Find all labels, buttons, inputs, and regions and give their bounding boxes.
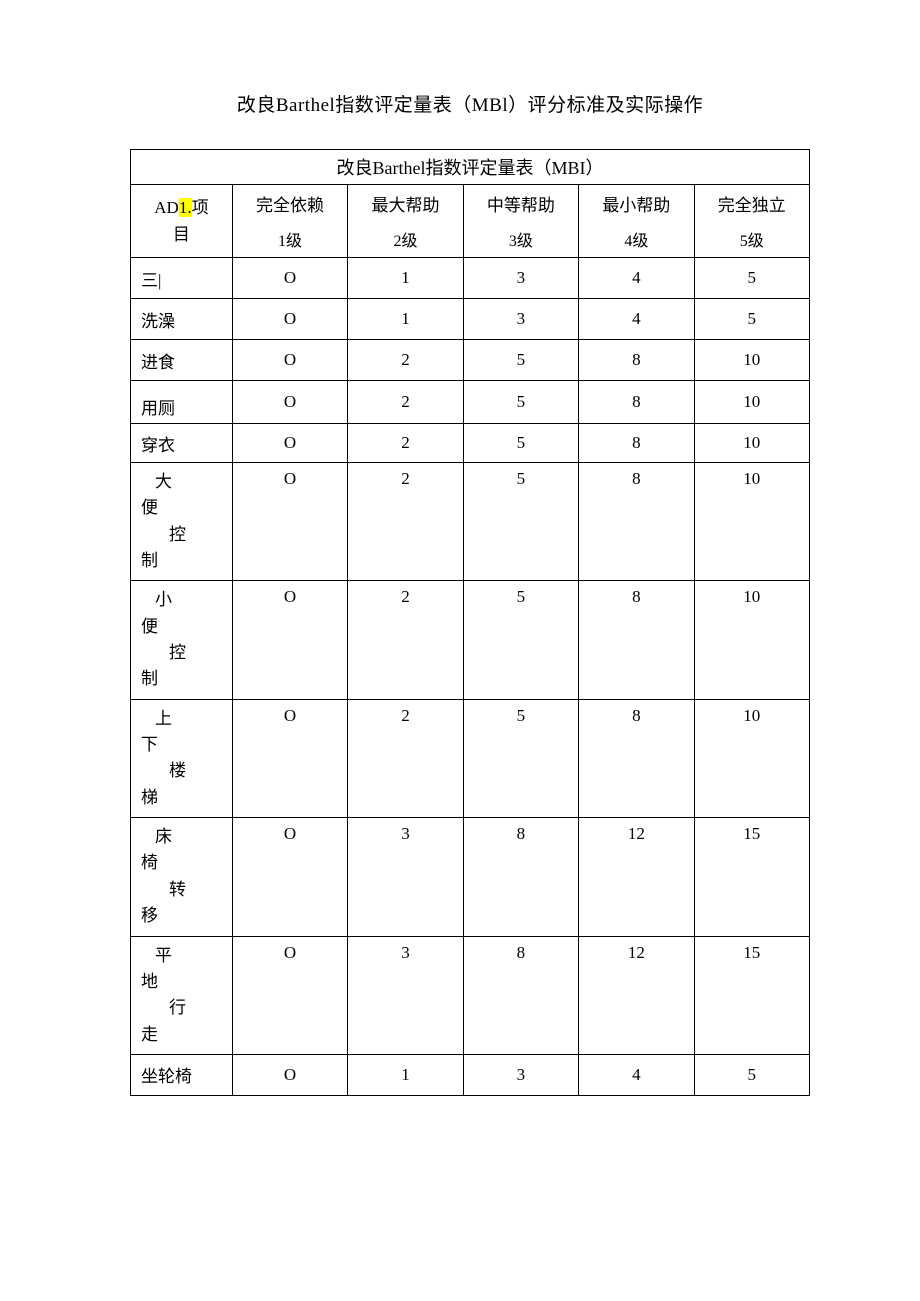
adl-pre: AD — [154, 198, 179, 217]
adl-line2: 目 — [173, 225, 190, 244]
header-bottom: 5级 — [694, 221, 809, 258]
table-cell: 3 — [463, 1054, 578, 1095]
table-cell: 8 — [579, 340, 694, 381]
table-cell: 5 — [463, 581, 578, 699]
header-bottom: 4级 — [579, 221, 694, 258]
table-cell: 5 — [463, 381, 578, 424]
table-cell: O — [232, 424, 347, 463]
table-cell: O — [232, 463, 347, 581]
table-cell: 2 — [348, 699, 463, 817]
table-cell: 2 — [348, 463, 463, 581]
table-cell: O — [232, 1054, 347, 1095]
table-cell: 5 — [694, 258, 809, 299]
table-cell: 15 — [694, 936, 809, 1054]
table-cell: 2 — [348, 424, 463, 463]
table-cell: 12 — [579, 818, 694, 936]
row-label: 坐轮椅 — [131, 1054, 233, 1095]
table-cell: 4 — [579, 258, 694, 299]
table-cell: 15 — [694, 818, 809, 936]
table-caption: 改良Barthel指数评定量表（MBI） — [131, 150, 810, 185]
table-cell: O — [232, 936, 347, 1054]
table-cell: 3 — [463, 299, 578, 340]
table-cell: 2 — [348, 581, 463, 699]
row-label: 上下楼梯 — [131, 699, 233, 817]
table-cell: O — [232, 699, 347, 817]
mbi-table: 改良Barthel指数评定量表（MBI） AD1.项 目 完全依赖 最大帮助 中… — [130, 149, 810, 1096]
table-cell: 10 — [694, 463, 809, 581]
table-cell: 3 — [463, 258, 578, 299]
table-cell: O — [232, 299, 347, 340]
header-bottom: 2级 — [348, 221, 463, 258]
table-cell: 1 — [348, 258, 463, 299]
table-cell: 8 — [579, 699, 694, 817]
table-cell: 1 — [348, 299, 463, 340]
table-cell: 10 — [694, 581, 809, 699]
table-cell: 5 — [463, 340, 578, 381]
table-cell: 1 — [348, 1054, 463, 1095]
table-cell: 5 — [694, 1054, 809, 1095]
table-cell: 8 — [579, 424, 694, 463]
table-cell: O — [232, 581, 347, 699]
table-cell: 10 — [694, 381, 809, 424]
table-cell: O — [232, 340, 347, 381]
header-top: 完全依赖 — [232, 185, 347, 222]
header-bottom: 1级 — [232, 221, 347, 258]
row-label: 平地行走 — [131, 936, 233, 1054]
table-cell: 5 — [463, 463, 578, 581]
table-cell: 8 — [463, 936, 578, 1054]
table-cell: 10 — [694, 699, 809, 817]
table-cell: 3 — [348, 818, 463, 936]
table-cell: O — [232, 818, 347, 936]
adl-highlight: 1. — [179, 198, 192, 217]
row-label: 小便控制 — [131, 581, 233, 699]
page-title: 改良Barthel指数评定量表（MBl）评分标准及实际操作 — [130, 90, 810, 117]
row-label: 穿衣 — [131, 424, 233, 463]
table-cell: 2 — [348, 381, 463, 424]
table-cell: O — [232, 381, 347, 424]
row-label: 进食 — [131, 340, 233, 381]
table-cell: 10 — [694, 424, 809, 463]
header-top: 中等帮助 — [463, 185, 578, 222]
table-cell: 3 — [348, 936, 463, 1054]
table-cell: 5 — [463, 699, 578, 817]
row-label: 用厕 — [131, 381, 233, 424]
table-cell: 8 — [463, 818, 578, 936]
row-label: 洗澡 — [131, 299, 233, 340]
table-cell: 8 — [579, 463, 694, 581]
header-top: 最大帮助 — [348, 185, 463, 222]
table-cell: 4 — [579, 299, 694, 340]
table-cell: 10 — [694, 340, 809, 381]
table-cell: 5 — [694, 299, 809, 340]
header-bottom: 3级 — [463, 221, 578, 258]
header-adl: AD1.项 目 — [131, 185, 233, 258]
table-cell: 12 — [579, 936, 694, 1054]
row-label: 床椅转移 — [131, 818, 233, 936]
header-top: 最小帮助 — [579, 185, 694, 222]
table-cell: 2 — [348, 340, 463, 381]
row-label: 大便控制 — [131, 463, 233, 581]
row-label: 三| — [131, 258, 233, 299]
table-cell: 8 — [579, 581, 694, 699]
table-cell: O — [232, 258, 347, 299]
table-cell: 5 — [463, 424, 578, 463]
adl-post: 项 — [192, 198, 209, 217]
header-top: 完全独立 — [694, 185, 809, 222]
table-cell: 8 — [579, 381, 694, 424]
table-cell: 4 — [579, 1054, 694, 1095]
